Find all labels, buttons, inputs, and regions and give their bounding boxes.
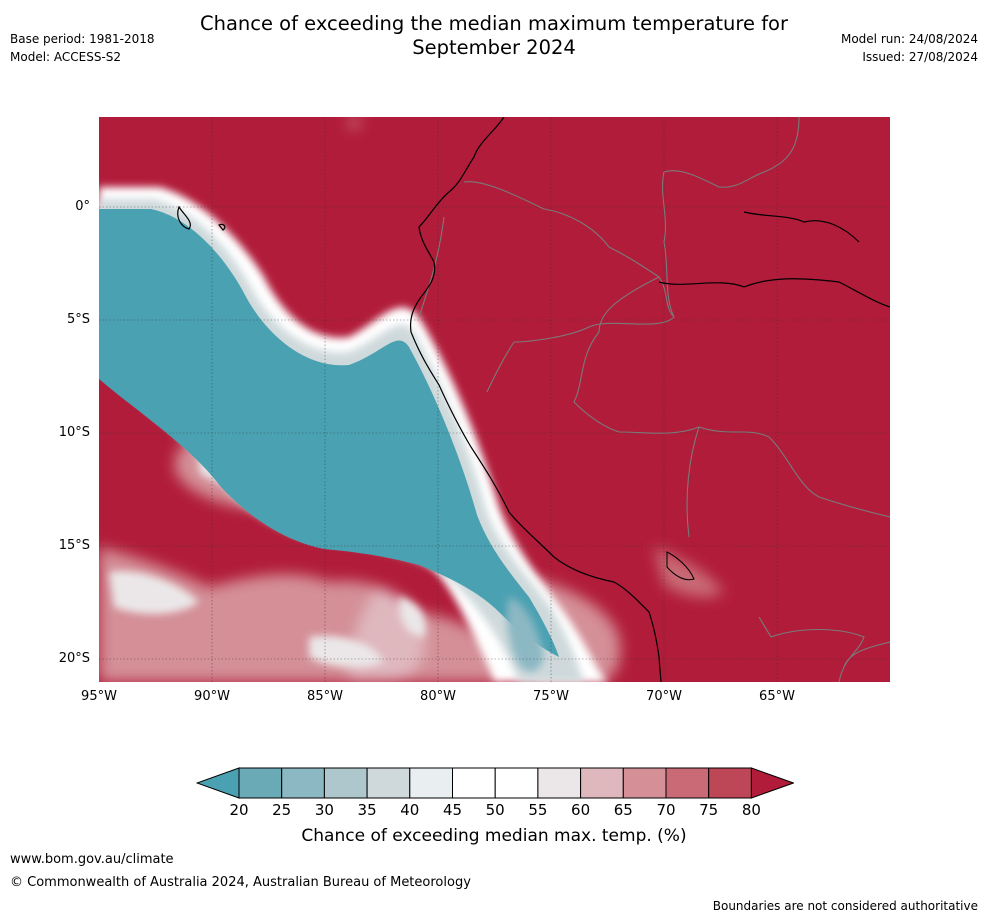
- colorbar-svg: [195, 767, 795, 799]
- colorbar-tick-label: 50: [485, 801, 505, 819]
- colorbar-tick-label: 40: [400, 801, 420, 819]
- colorbar-cell: [238, 767, 283, 799]
- cool-spot-south: [507, 597, 544, 672]
- colorbar-tick-label: 55: [528, 801, 548, 819]
- footer-url[interactable]: www.bom.gov.au/climate: [10, 852, 174, 867]
- colorbar-tick-label: 35: [357, 801, 377, 819]
- colorbar-cell: [452, 767, 496, 799]
- country-borders: [418, 117, 890, 682]
- colorbar-cell: [494, 767, 539, 799]
- issued-text: Issued: 27/08/2024: [862, 50, 978, 64]
- map-svg: [99, 117, 890, 682]
- lat-label-15s: 15°S: [58, 538, 90, 553]
- lon-label-75w: 75°W: [533, 689, 569, 704]
- colorbar-tick-label: 65: [613, 801, 633, 819]
- colorbar-tick-label: 80: [741, 801, 761, 819]
- colorbar-cell: [323, 767, 368, 799]
- lake-titicaca: [666, 551, 695, 581]
- lat-label-0: 0°: [75, 199, 90, 214]
- lon-label-85w: 85°W: [307, 689, 343, 704]
- lat-label-5s: 5°S: [66, 312, 90, 327]
- colorbar-arrow-high: [750, 767, 795, 799]
- lon-label-95w: 95°W: [81, 689, 117, 704]
- base-period-text: Base period: 1981-2018: [10, 32, 155, 46]
- colorbar-cell: [665, 767, 710, 799]
- footer-disclaimer: Boundaries are not considered authoritat…: [712, 899, 978, 913]
- title-line-1: Chance of exceeding the median maximum t…: [199, 12, 789, 35]
- colorbar-cell: [409, 767, 454, 799]
- model-run-text: Model run: 24/08/2024: [840, 32, 978, 46]
- colorbar-arrow-low: [195, 767, 240, 799]
- model-text: Model: ACCESS-S2: [10, 50, 122, 64]
- colorbar-cell: [708, 767, 752, 799]
- colorbar-tick-label: 45: [442, 801, 463, 819]
- colorbar-tick-label: 70: [656, 801, 676, 819]
- colorbar-label: Chance of exceeding median max. temp. (%…: [301, 826, 687, 846]
- lon-label-65w: 65°W: [759, 689, 795, 704]
- lat-label-20s: 20°S: [58, 651, 90, 666]
- lon-label-80w: 80°W: [420, 689, 456, 704]
- lon-label-90w: 90°W: [194, 689, 230, 704]
- colorbar-tick-label: 30: [314, 801, 334, 819]
- map-title: Chance of exceeding the median maximum t…: [0, 12, 988, 60]
- header-meta-left: Base period: 1981-2018 Model: ACCESS-S2: [10, 30, 155, 66]
- header-meta-right: Model run: 24/08/2024 Issued: 27/08/2024: [841, 30, 978, 66]
- colorbar-tick-label: 20: [229, 801, 249, 819]
- colorbar-cell: [281, 767, 325, 799]
- title-line-2: September 2024: [412, 36, 576, 59]
- coastline: [177, 117, 890, 682]
- colorbar-tick-label: 60: [571, 801, 591, 819]
- lon-label-70w: 70°W: [646, 689, 682, 704]
- colorbar-cell: [537, 767, 582, 799]
- colorbar-tick-label: 75: [699, 801, 719, 819]
- colorbar: [195, 766, 795, 800]
- lat-label-10s: 10°S: [58, 425, 90, 440]
- colorbar-tick-label: 25: [272, 801, 292, 819]
- colorbar-cell: [622, 767, 667, 799]
- colorbar-cell: [580, 767, 624, 799]
- forecast-map: [99, 117, 890, 682]
- footer-copyright: © Commonwealth of Australia 2024, Austra…: [10, 875, 471, 890]
- colorbar-cell: [366, 767, 411, 799]
- cool-tongue-core: [99, 209, 559, 657]
